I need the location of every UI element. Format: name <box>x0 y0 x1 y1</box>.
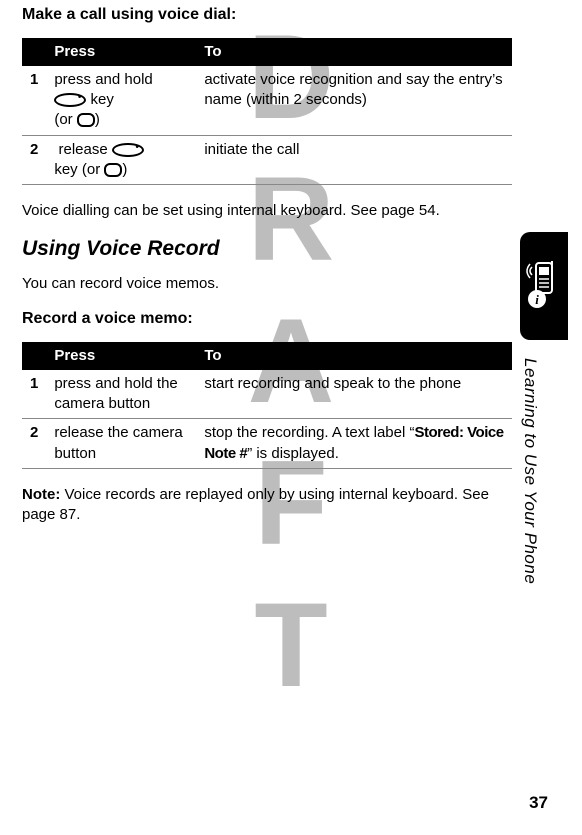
row-num: 2 <box>22 135 46 185</box>
section-tab: i <box>520 232 568 340</box>
note-label: Note: <box>22 486 60 503</box>
text: key <box>91 91 114 108</box>
table-row: 2 release the camera button stop the rec… <box>22 419 512 469</box>
page-content: Make a call using voice dial: Press To 1… <box>0 0 582 525</box>
text: key (or <box>54 161 100 178</box>
row-press: release the camera button <box>46 419 196 469</box>
row-to: start recording and speak to the phone <box>196 370 512 419</box>
alt-key-icon <box>77 113 95 127</box>
text: release <box>59 141 108 158</box>
table-row: 1 press and hold the camera button start… <box>22 370 512 419</box>
alt-key-icon <box>104 163 122 177</box>
page-number: 37 <box>529 793 548 813</box>
para-voice-record: You can record voice memos. <box>22 274 512 294</box>
row-num: 1 <box>22 370 46 419</box>
text: ) <box>122 161 127 178</box>
note-voice-records: Note: Voice records are replayed only by… <box>22 485 512 526</box>
chapter-title-vertical: Learning to Use Your Phone <box>520 358 540 584</box>
voice-key-icon <box>54 93 86 107</box>
table-voice-dial: Press To 1 press and hold key (or ) acti… <box>22 38 512 186</box>
table-row: 1 press and hold key (or ) activate voic… <box>22 66 512 135</box>
th-to: To <box>196 342 512 370</box>
heading-voice-record: Using Voice Record <box>22 235 512 263</box>
phone-info-icon: i <box>526 261 562 311</box>
row-press: press and hold key (or ) <box>46 66 196 135</box>
heading-record-memo: Record a voice memo: <box>22 308 512 330</box>
th-blank <box>22 38 46 66</box>
para-voice-dial-note: Voice dialling can be set using internal… <box>22 201 512 221</box>
side-tab: i Learning to Use Your Phone <box>520 232 568 662</box>
row-to: initiate the call <box>196 135 512 185</box>
text: (or <box>54 111 72 128</box>
th-blank <box>22 342 46 370</box>
row-to: activate voice recognition and say the e… <box>196 66 512 135</box>
th-press: Press <box>46 38 196 66</box>
row-num: 1 <box>22 66 46 135</box>
text: ) <box>95 111 100 128</box>
table-voice-record: Press To 1 press and hold the camera but… <box>22 342 512 469</box>
row-press: press and hold the camera button <box>46 370 196 419</box>
text: press and hold <box>54 71 152 88</box>
row-press: release key (or ) <box>46 135 196 185</box>
svg-text:i: i <box>535 292 539 307</box>
note-text: Voice records are replayed only by using… <box>22 486 489 523</box>
heading-voice-dial: Make a call using voice dial: <box>22 4 512 26</box>
row-to: stop the recording. A text label “Stored… <box>196 419 512 469</box>
th-to: To <box>196 38 512 66</box>
text: ” is displayed. <box>247 445 339 462</box>
text: stop the recording. A text label “ <box>204 424 414 441</box>
row-num: 2 <box>22 419 46 469</box>
th-press: Press <box>46 342 196 370</box>
voice-key-icon <box>112 143 144 157</box>
table-row: 2 release key (or ) initiate the call <box>22 135 512 185</box>
